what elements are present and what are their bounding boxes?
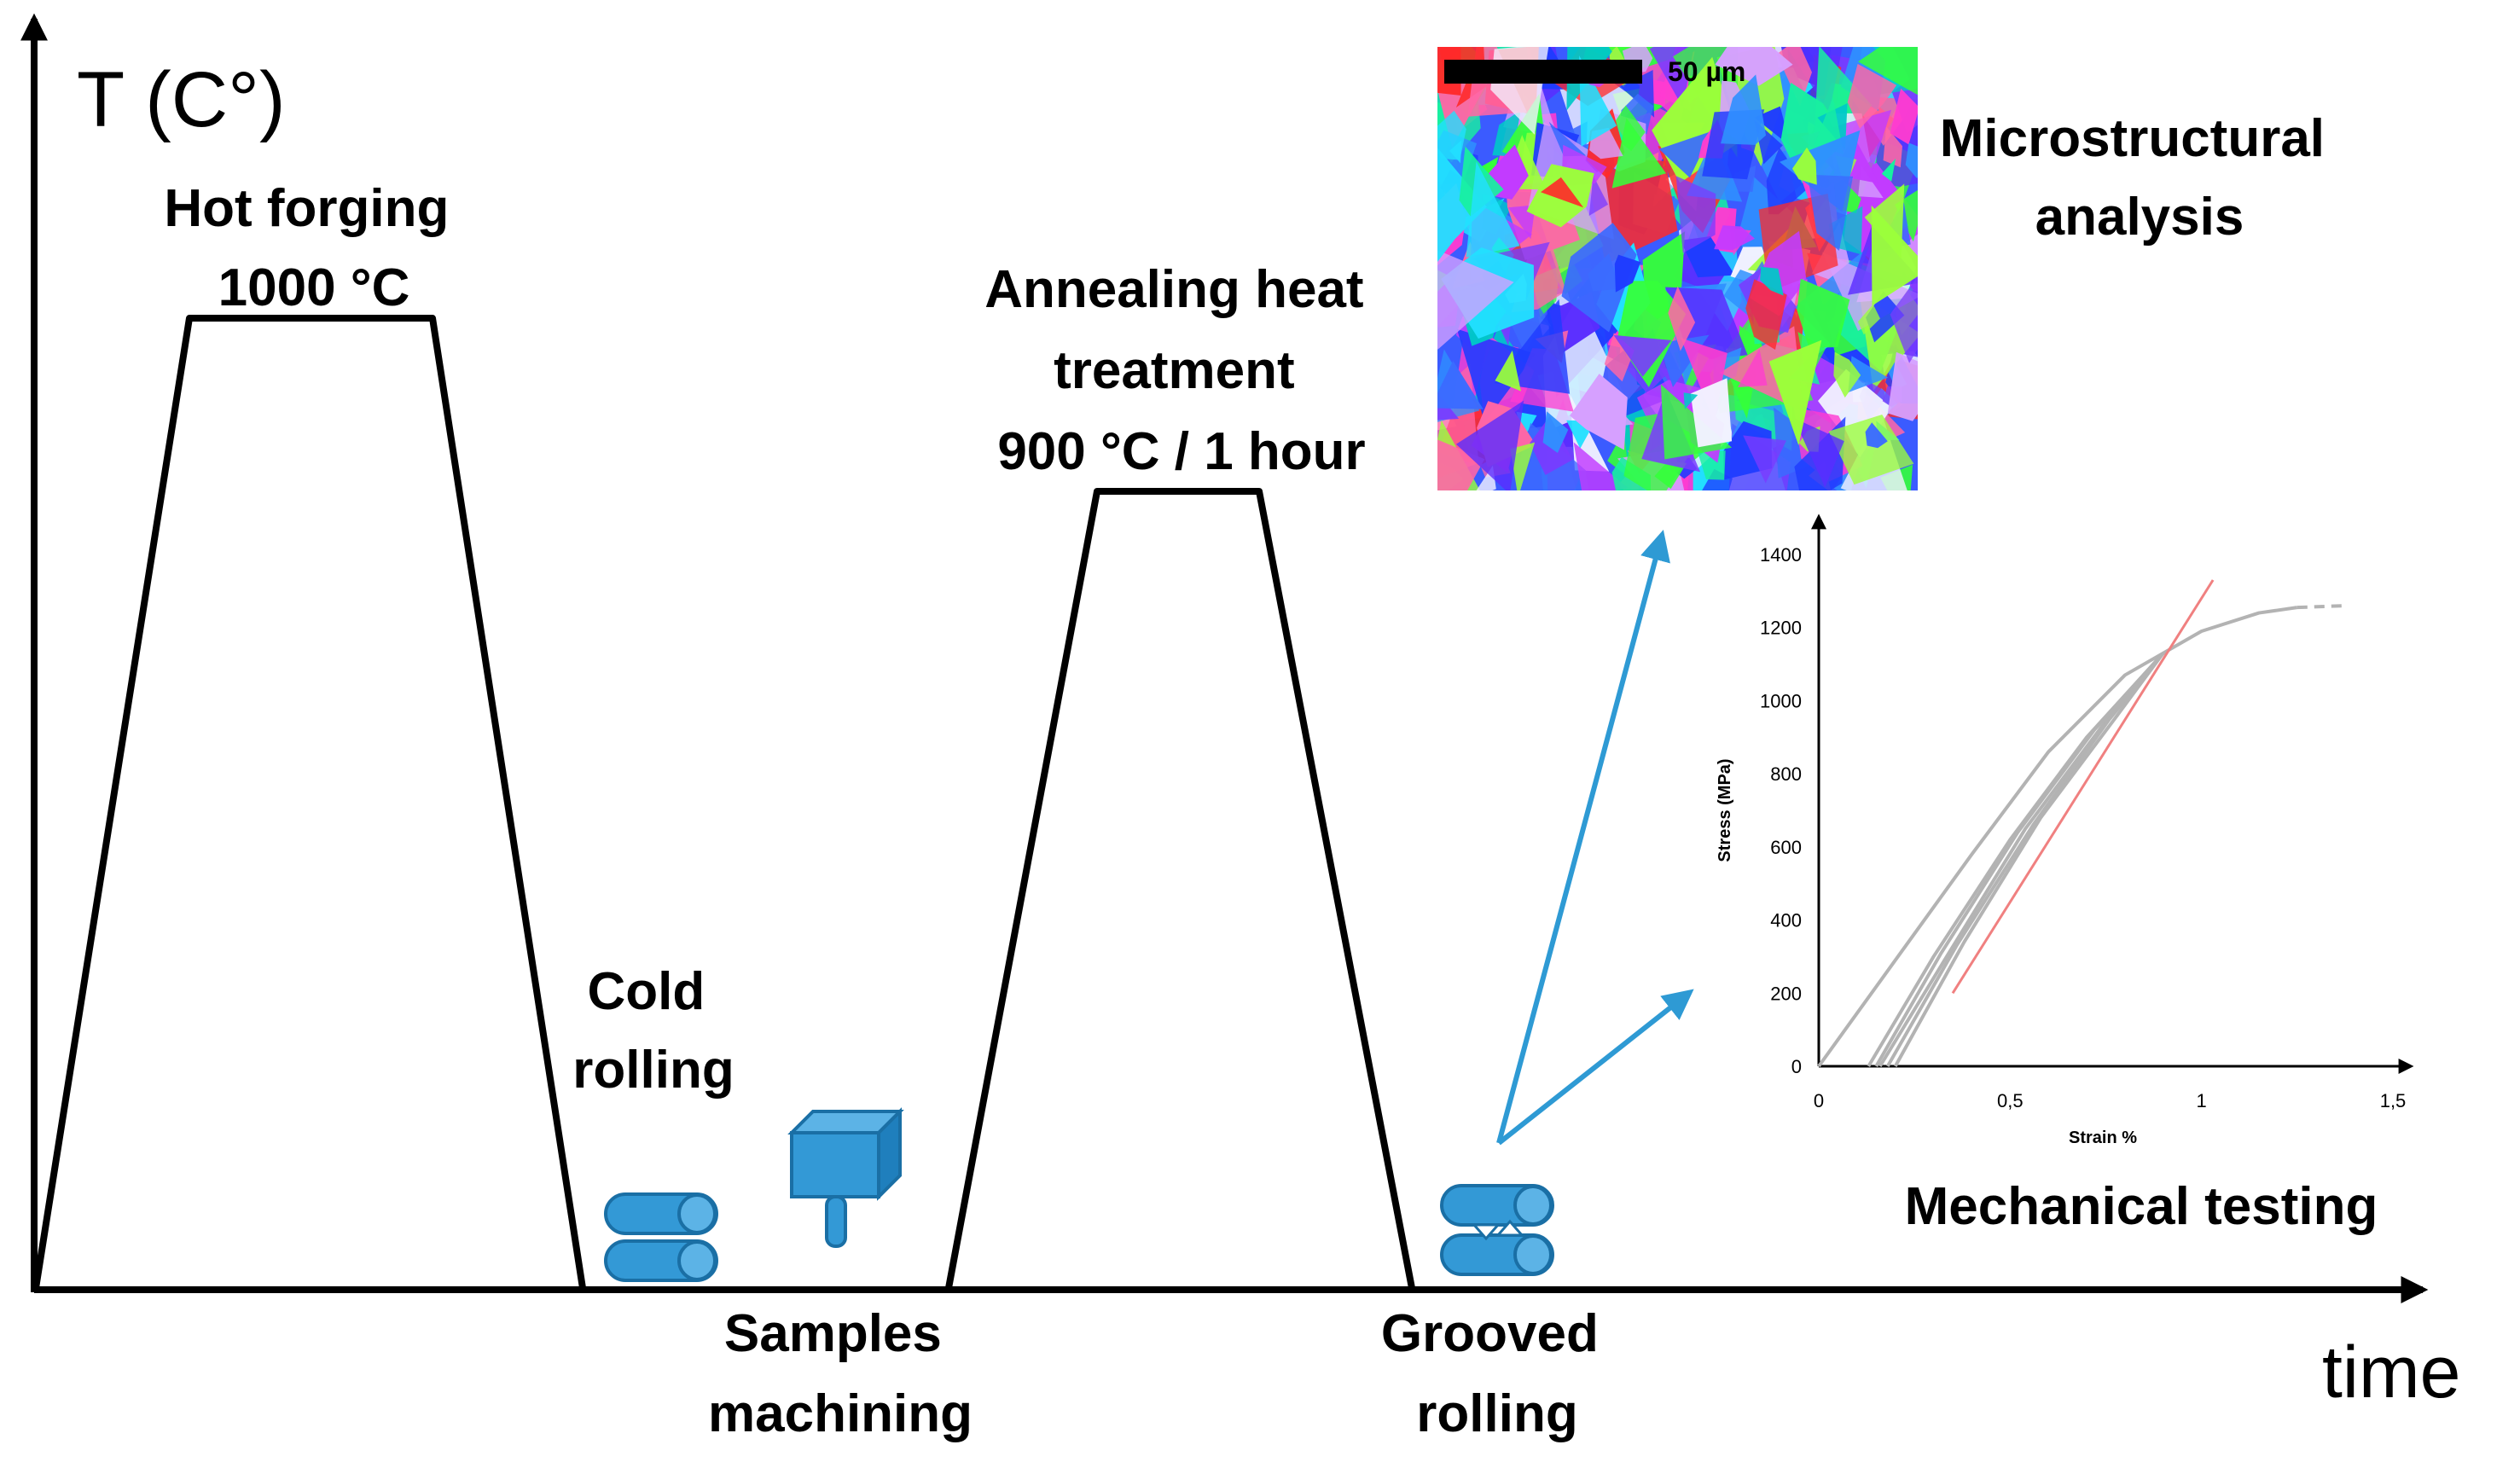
annealing-line-3: 900 °C / 1 hour bbox=[997, 422, 1365, 481]
y-tick-label: 200 bbox=[1770, 983, 1802, 1004]
stress-curve-tail bbox=[2296, 604, 2348, 610]
mechanical-testing-label: Mechanical testing bbox=[1905, 1177, 2378, 1236]
arrow-to-mechanical bbox=[1497, 989, 1694, 1146]
arrow-to-microstructure bbox=[1496, 530, 1670, 1144]
y-tick-label: 1200 bbox=[1760, 618, 1802, 639]
samples-machining-line-2: machining bbox=[708, 1384, 973, 1443]
samples-machining-line-1: Samples bbox=[724, 1304, 942, 1363]
grooved-rolling-label: Grooved rolling bbox=[1381, 1304, 1613, 1443]
grooved-rolling-line-2: rolling bbox=[1416, 1384, 1577, 1443]
stress-curve-3 bbox=[1874, 652, 2165, 1067]
y-tick-label: 1400 bbox=[1760, 544, 1802, 566]
annealing-line-2: treatment bbox=[1054, 341, 1295, 400]
annealing-profile bbox=[945, 488, 1415, 1289]
samples-machining-label: Samples machining bbox=[708, 1304, 973, 1443]
grooved-rolling-icon bbox=[1440, 1184, 1554, 1276]
stress-strain-chart: 0 200 400 600 800 1000 1200 1400 0 0,5 1 1,5 Strain… bbox=[1716, 514, 2414, 1147]
stress-curve-6 bbox=[1893, 652, 2165, 1067]
cold-rolling-icon bbox=[604, 1192, 718, 1282]
y-tick-label: 600 bbox=[1770, 837, 1802, 858]
annealing-label: Annealing heat treatment 900 °C / 1 hour bbox=[984, 260, 1379, 481]
y-tick-label: 800 bbox=[1770, 763, 1802, 785]
x-tick-label: 0,5 bbox=[1997, 1090, 2024, 1111]
grooved-rolling-line-1: Grooved bbox=[1381, 1304, 1599, 1363]
y-tick-label: 400 bbox=[1770, 910, 1802, 931]
microstructural-line-1: Microstructural bbox=[1940, 109, 2325, 168]
linear-fit-line bbox=[1951, 579, 2215, 995]
hot-forging-label: Hot forging 1000 °C bbox=[164, 179, 463, 317]
cold-rolling-line-1: Cold bbox=[588, 962, 705, 1021]
scale-bar-label: 50 µm bbox=[1668, 56, 1745, 87]
x-axis-label: time bbox=[2322, 1332, 2460, 1413]
y-tick-label: 1000 bbox=[1760, 690, 1802, 711]
cold-rolling-label: Cold rolling bbox=[572, 962, 734, 1100]
hot-forging-line-1: Hot forging bbox=[164, 179, 449, 238]
microstructural-label: Microstructural analysis bbox=[1940, 109, 2340, 247]
chart-x-label: Strain % bbox=[2069, 1129, 2137, 1147]
samples-machining-icon bbox=[787, 1107, 904, 1248]
microstructural-line-2: analysis bbox=[2035, 188, 2244, 247]
ebsd-micrograph: 50 µm bbox=[1437, 47, 1918, 490]
annealing-line-1: Annealing heat bbox=[984, 260, 1363, 319]
cold-rolling-line-2: rolling bbox=[572, 1041, 734, 1100]
y-tick-label: 0 bbox=[1791, 1056, 1802, 1077]
stress-curve-1 bbox=[1817, 606, 2298, 1068]
hot-forging-profile bbox=[32, 315, 586, 1289]
x-tick-label: 1 bbox=[2197, 1090, 2207, 1111]
hot-forging-line-2: 1000 °C bbox=[218, 258, 410, 317]
x-tick-label: 0 bbox=[1814, 1090, 1824, 1111]
chart-y-label: Stress (MPa) bbox=[1716, 758, 1734, 862]
y-axis-label: T (C°) bbox=[77, 56, 286, 143]
x-tick-label: 1,5 bbox=[2380, 1090, 2407, 1111]
stress-curve-5 bbox=[1886, 652, 2165, 1067]
